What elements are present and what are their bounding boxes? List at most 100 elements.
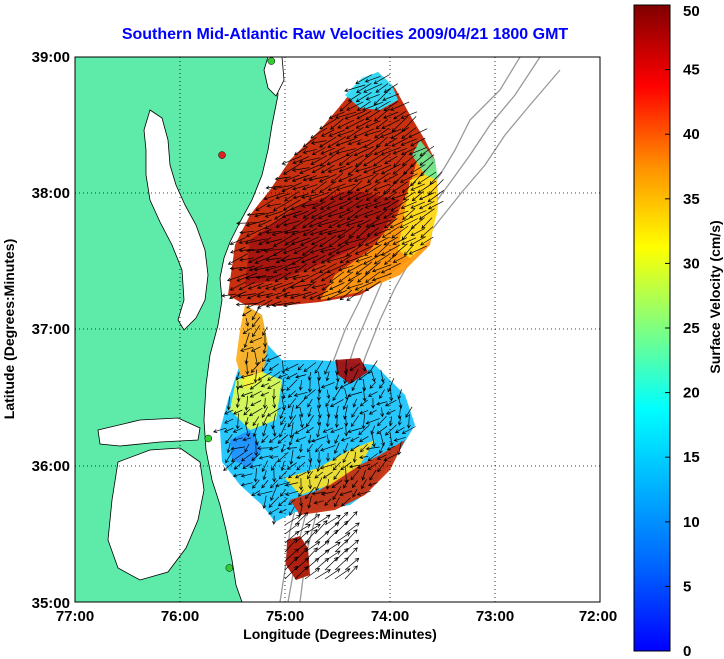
velocity-arrow bbox=[346, 207, 364, 221]
velocity-arrow bbox=[420, 236, 434, 246]
velocity-arrow bbox=[280, 489, 286, 497]
velocity-arrow bbox=[334, 497, 340, 508]
velocity-arrow bbox=[253, 369, 258, 384]
velocity-arrow bbox=[298, 157, 321, 164]
velocity-arrow bbox=[320, 164, 335, 174]
velocity-arrow bbox=[418, 192, 435, 201]
velocity-arrow bbox=[223, 427, 234, 433]
velocity-arrow bbox=[381, 119, 401, 129]
velocity-arrow bbox=[311, 264, 327, 272]
velocity-arrow bbox=[286, 379, 298, 391]
velocity-arrow bbox=[261, 435, 269, 444]
velocity-arrow bbox=[253, 265, 276, 272]
velocity-arrow bbox=[235, 398, 240, 409]
velocity-arrow bbox=[257, 371, 272, 381]
velocity-arrow bbox=[275, 218, 290, 228]
velocity-arrow bbox=[329, 192, 344, 200]
velocity-arrow bbox=[306, 444, 313, 453]
velocity-arrow bbox=[371, 431, 376, 448]
x-tick-label: 77:00 bbox=[56, 608, 94, 625]
velocity-arrow bbox=[226, 396, 231, 411]
velocity-arrow bbox=[302, 175, 317, 182]
velocity-arrow bbox=[351, 379, 359, 392]
velocity-arrow bbox=[342, 479, 349, 489]
velocity-arrow bbox=[367, 173, 379, 184]
velocity-arrow bbox=[357, 271, 371, 283]
velocity-arrow bbox=[320, 254, 335, 264]
velocity-arrow bbox=[271, 515, 276, 525]
velocity-arrow bbox=[408, 128, 428, 138]
velocity-arrow bbox=[299, 414, 304, 429]
velocity-arrow bbox=[274, 208, 292, 220]
velocity-arrow bbox=[260, 391, 270, 397]
velocity-arrow bbox=[309, 228, 328, 236]
velocity-arrow bbox=[363, 153, 383, 167]
velocity-arrow bbox=[318, 263, 337, 273]
velocity-arrow bbox=[250, 346, 261, 352]
velocity-arrow bbox=[283, 274, 300, 281]
velocity-arrow bbox=[327, 229, 347, 236]
velocity-arrow bbox=[261, 362, 269, 372]
velocity-arrow bbox=[294, 263, 308, 273]
velocity-arrow bbox=[275, 481, 291, 488]
velocity-arrow bbox=[289, 291, 312, 300]
velocity-arrow bbox=[262, 470, 267, 481]
velocity-arrow bbox=[257, 228, 272, 236]
velocity-arrow bbox=[328, 129, 345, 137]
velocity-arrow bbox=[328, 218, 346, 228]
velocity-arrow bbox=[292, 210, 309, 218]
velocity-arrow bbox=[369, 469, 377, 481]
velocity-arrow bbox=[240, 473, 253, 478]
velocity-arrow bbox=[347, 139, 362, 146]
velocity-arrow bbox=[224, 409, 234, 415]
velocity-arrow bbox=[307, 398, 313, 408]
velocity-arrow bbox=[328, 234, 346, 248]
velocity-arrow bbox=[239, 230, 255, 235]
velocity-arrow bbox=[285, 363, 299, 371]
velocity-arrow bbox=[248, 255, 264, 264]
velocity-arrow bbox=[373, 253, 390, 265]
velocity-arrow bbox=[258, 237, 272, 245]
velocity-arrow bbox=[383, 111, 399, 119]
velocity-arrow bbox=[281, 280, 302, 292]
velocity-arrow bbox=[262, 344, 267, 355]
velocity-arrow bbox=[352, 488, 358, 498]
velocity-arrow bbox=[317, 398, 322, 409]
velocity-arrow bbox=[379, 389, 385, 400]
velocity-arrow bbox=[248, 265, 263, 272]
velocity-arrow bbox=[223, 461, 235, 471]
velocity-arrow bbox=[371, 397, 376, 409]
velocity-arrow bbox=[324, 359, 332, 375]
velocity-arrow bbox=[376, 425, 388, 435]
velocity-arrow bbox=[356, 101, 371, 112]
velocity-arrow bbox=[304, 541, 321, 553]
velocity-arrow bbox=[271, 461, 277, 471]
velocity-arrow bbox=[267, 371, 281, 381]
velocity-arrow bbox=[329, 399, 344, 407]
velocity-arrow bbox=[373, 153, 391, 167]
velocity-arrow bbox=[232, 427, 243, 433]
velocity-arrow bbox=[254, 254, 275, 264]
velocity-arrow bbox=[281, 389, 286, 400]
velocity-arrow bbox=[318, 229, 337, 236]
velocity-arrow bbox=[271, 228, 294, 236]
velocity-arrow bbox=[278, 497, 288, 507]
velocity-arrow bbox=[245, 318, 250, 327]
velocity-arrow bbox=[263, 192, 285, 201]
velocity-arrow bbox=[246, 212, 265, 217]
velocity-arrow bbox=[391, 181, 408, 193]
velocity-arrow bbox=[244, 443, 250, 453]
velocity-arrow bbox=[420, 161, 434, 177]
velocity-arrow bbox=[401, 181, 416, 193]
velocity-arrow bbox=[371, 273, 392, 282]
velocity-arrow bbox=[338, 165, 353, 173]
velocity-arrow bbox=[366, 227, 379, 237]
velocity-arrow bbox=[301, 244, 318, 256]
velocity-arrow bbox=[310, 209, 327, 219]
velocity-arrow bbox=[421, 217, 433, 229]
velocity-arrow bbox=[250, 361, 261, 373]
velocity-arrow bbox=[409, 164, 426, 174]
velocity-vectors bbox=[212, 74, 445, 580]
velocity-arrow bbox=[281, 360, 286, 375]
velocity-arrow bbox=[377, 416, 387, 427]
